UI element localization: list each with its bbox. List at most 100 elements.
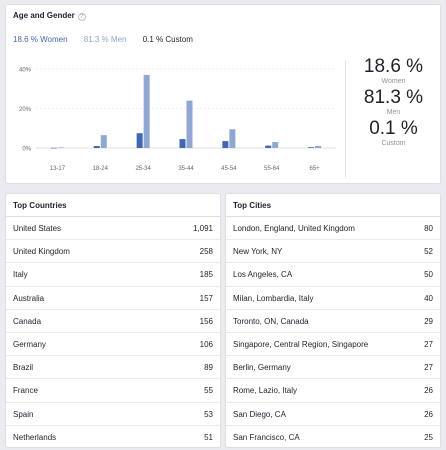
- country-name: United States: [13, 224, 62, 233]
- country-count: 106: [199, 339, 213, 349]
- country-row: France 55: [6, 379, 220, 403]
- top-cities-title: Top Cities: [226, 194, 440, 217]
- country-row: United Kingdom 258: [6, 240, 220, 264]
- city-name: London, England, United Kingdom: [233, 224, 355, 233]
- city-name: Berlin, Germany: [233, 363, 291, 373]
- city-name: New York, NY: [233, 247, 283, 257]
- x-tick-label: 35-44: [178, 166, 194, 172]
- city-count: 40: [424, 293, 433, 303]
- country-name: Netherlands: [13, 432, 57, 442]
- country-row: Italy 185: [6, 263, 220, 287]
- stat-custom-value: 0.1 %: [369, 118, 418, 139]
- x-tick-label: 18-24: [93, 166, 109, 172]
- bar-women-18-24[interactable]: [93, 146, 100, 148]
- bar-women-25-34[interactable]: [136, 133, 143, 148]
- city-name: Toronto, ON, Canada: [233, 316, 309, 326]
- stat-women-value: 18.6 %: [363, 56, 424, 77]
- country-name: Italy: [13, 270, 28, 280]
- legend-men[interactable]: 81.3 % Men: [83, 35, 127, 44]
- y-tick-label: 0%: [22, 147, 31, 153]
- stat-custom-label: Custom: [381, 140, 406, 147]
- bar-men-25-34[interactable]: [143, 74, 150, 148]
- top-countries-card: Top Countries United States 1,091 United K…: [5, 193, 221, 448]
- country-name: Germany: [13, 339, 46, 349]
- city-row: San Diego, CA 26: [226, 403, 440, 426]
- city-name: San Diego, CA: [233, 409, 286, 419]
- stat-men-value: 81.3 %: [363, 87, 424, 108]
- city-row: Los Angeles, CA 50: [226, 263, 440, 287]
- country-count: 185: [199, 270, 213, 280]
- country-row: Germany 106: [6, 333, 220, 357]
- age-gender-bar-chart: 40% 20% 0% 13-17 18-24 25-34 35-44 45-54 55-64 65…: [19, 68, 336, 172]
- x-tick-label: 55-64: [264, 166, 280, 172]
- bar-women-35-44[interactable]: [179, 139, 186, 148]
- city-row: San Francisco, CA 25: [226, 426, 440, 449]
- bar-women-13-17[interactable]: [50, 147, 57, 149]
- gender-stats: 18.6 % Women 81.3 % Men 0.1 % Custom: [346, 57, 441, 150]
- country-row: Canada 156: [6, 310, 220, 333]
- top-countries-list: United States 1,091 United Kingdom 258 Italy…: [6, 217, 220, 449]
- city-count: 26: [424, 386, 433, 396]
- bar-women-65+[interactable]: [308, 147, 315, 148]
- y-tick-label: 20%: [19, 107, 32, 113]
- question-circle-icon[interactable]: ?: [77, 13, 86, 21]
- bar-women-55-64[interactable]: [265, 145, 272, 148]
- city-count: 50: [424, 270, 433, 280]
- age-gender-title-text: Age and Gender: [13, 11, 75, 20]
- country-name: Spain: [13, 409, 34, 419]
- city-name: Los Angeles, CA: [233, 270, 293, 280]
- country-name: Australia: [13, 293, 45, 303]
- country-name: Canada: [13, 316, 42, 326]
- city-row: New York, NY 52: [226, 240, 440, 264]
- country-name: France: [13, 386, 38, 396]
- age-gender-card: Age and Gender? 18.6 % Women 81.3 % Men …: [5, 4, 441, 184]
- bar-men-18-24[interactable]: [100, 135, 107, 148]
- gender-legend: 18.6 % Women 81.3 % Men 0.1 % Custom: [13, 35, 207, 44]
- country-row: Australia 157: [6, 287, 220, 310]
- city-row: London, England, United Kingdom 80: [226, 217, 440, 241]
- city-count: 27: [424, 339, 433, 349]
- age-gender-title: Age and Gender?: [13, 11, 86, 21]
- country-name: Brazil: [13, 363, 34, 373]
- city-count: 26: [424, 409, 433, 419]
- country-row: Netherlands 51: [6, 426, 220, 449]
- legend-women[interactable]: 18.6 % Women: [13, 35, 68, 44]
- city-name: Rome, Lazio, Italy: [233, 386, 298, 396]
- city-count: 27: [424, 363, 433, 373]
- country-count: 89: [204, 363, 213, 373]
- city-count: 29: [424, 316, 433, 326]
- bar-men-45-54[interactable]: [229, 129, 236, 148]
- x-tick-label: 25-34: [135, 166, 151, 172]
- bar-men-13-17[interactable]: [57, 147, 64, 149]
- country-row: Brazil 89: [6, 356, 220, 380]
- top-cities-list: London, England, United Kingdom 80 New Yor…: [226, 217, 440, 449]
- country-name: United Kingdom: [13, 247, 70, 257]
- city-name: San Francisco, CA: [233, 432, 300, 442]
- country-count: 156: [199, 316, 213, 326]
- country-count: 258: [199, 247, 213, 257]
- country-count: 53: [204, 409, 213, 419]
- x-tick-label: 65+: [309, 166, 320, 172]
- bar-men-65+[interactable]: [315, 146, 322, 148]
- x-tick-label: 13-17: [50, 166, 66, 172]
- country-row: Spain 53: [6, 403, 220, 426]
- top-cities-card: Top Cities London, England, United Kingd…: [225, 193, 441, 448]
- stat-women-label: Women: [381, 78, 406, 85]
- city-count: 52: [424, 247, 433, 257]
- stat-men-label: Men: [386, 109, 401, 116]
- country-row: United States 1,091: [6, 217, 220, 241]
- city-row: Toronto, ON, Canada 29: [226, 310, 440, 333]
- city-row: Rome, Lazio, Italy 26: [226, 379, 440, 403]
- country-count: 55: [204, 386, 213, 396]
- bar-men-55-64[interactable]: [272, 142, 279, 148]
- y-tick-label: 40%: [19, 68, 32, 74]
- bar-men-35-44[interactable]: [186, 100, 193, 148]
- country-count: 157: [199, 293, 213, 303]
- bar-women-45-54[interactable]: [222, 141, 229, 148]
- city-name: Milan, Lombardia, Italy: [233, 293, 314, 303]
- chart-divider: [345, 60, 346, 178]
- country-count: 51: [204, 432, 213, 442]
- legend-custom[interactable]: 0.1 % Custom: [142, 35, 193, 44]
- city-count: 80: [424, 224, 433, 233]
- city-name: Singapore, Central Region, Singapore: [233, 339, 369, 349]
